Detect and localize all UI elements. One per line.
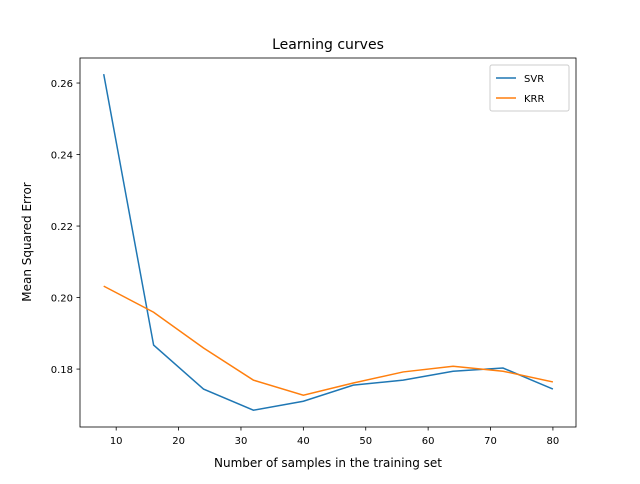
series-line-krr bbox=[103, 285, 554, 396]
y-tick-label: 0.24 bbox=[51, 151, 73, 162]
legend-label: SVR bbox=[524, 74, 544, 85]
x-tick-label: 30 bbox=[235, 436, 248, 447]
legend-box bbox=[489, 64, 570, 112]
x-axis-label: Number of samples in the training set bbox=[214, 456, 442, 470]
x-tick-label: 10 bbox=[110, 436, 123, 447]
x-tick-label: 70 bbox=[484, 436, 497, 447]
y-tick-label: 0.18 bbox=[51, 365, 73, 376]
x-tick-label: 50 bbox=[359, 436, 372, 447]
y-tick-label: 0.20 bbox=[51, 294, 73, 305]
legend-label: KRR bbox=[524, 94, 545, 105]
x-tick-label: 80 bbox=[547, 436, 560, 447]
plot-area-frame bbox=[79, 57, 577, 428]
y-tick-label: 0.26 bbox=[51, 79, 73, 90]
legend: SVR KRR bbox=[489, 64, 570, 112]
chart-title: Learning curves bbox=[272, 37, 384, 53]
y-axis-label: Mean Squared Error bbox=[20, 182, 34, 302]
x-tick-label: 40 bbox=[297, 436, 310, 447]
y-tick-label: 0.22 bbox=[51, 222, 73, 233]
x-tick-label: 20 bbox=[172, 436, 185, 447]
x-tick-label: 60 bbox=[422, 436, 435, 447]
series-line-svr bbox=[102, 73, 554, 411]
